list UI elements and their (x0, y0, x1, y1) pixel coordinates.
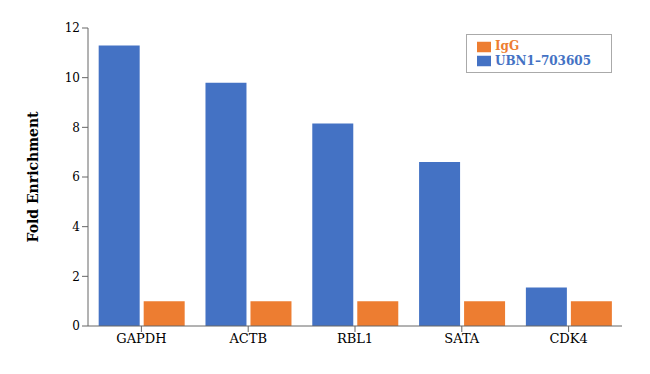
svg-text:4: 4 (72, 220, 80, 234)
svg-text:8: 8 (72, 121, 80, 135)
svg-text:GAPDH: GAPDH (116, 331, 166, 346)
svg-text:0: 0 (72, 319, 80, 333)
svg-text:SATA: SATA (444, 331, 480, 346)
svg-text:10: 10 (65, 71, 80, 85)
html-text:IgG: IgG (495, 39, 520, 53)
svg-text:2: 2 (72, 270, 80, 284)
svg-text:ACTB: ACTB (228, 331, 267, 346)
svg-text:CDK4: CDK4 (549, 331, 587, 346)
svg-text:RBL1: RBL1 (337, 331, 373, 346)
svg-text:6: 6 (72, 170, 80, 184)
html-text:UBN1–703605: UBN1–703605 (495, 53, 591, 68)
svg-text:12: 12 (65, 21, 80, 35)
svg-text:Fold Enrichment: Fold Enrichment (25, 111, 41, 243)
